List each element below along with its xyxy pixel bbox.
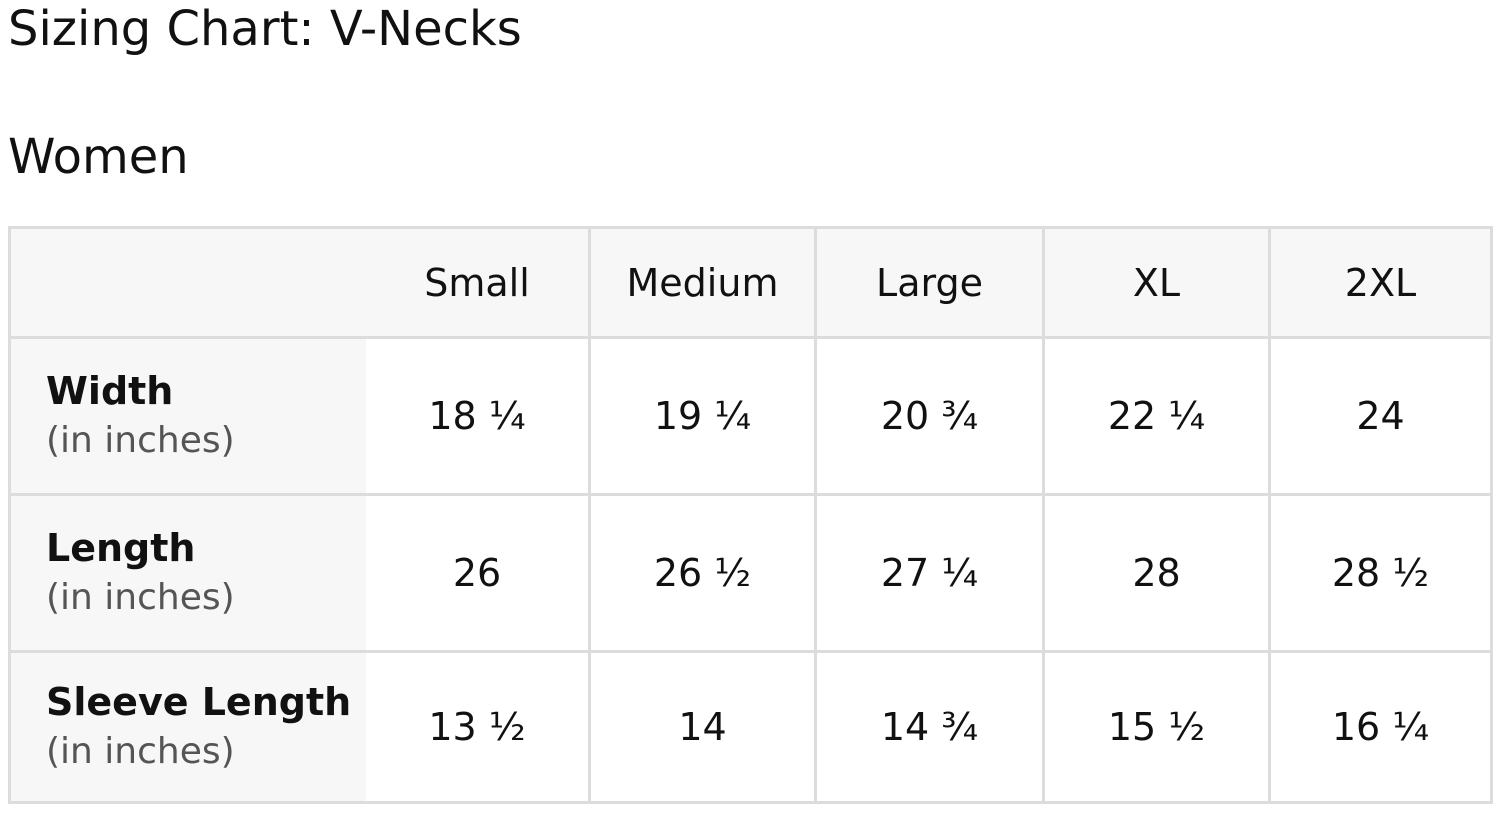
page-title: Sizing Chart: V-Necks xyxy=(8,1,522,57)
value-width-xl: 22 ¼ xyxy=(1042,336,1271,496)
value-width-medium: 19 ¼ xyxy=(588,336,817,496)
row-unit-width: (in inches) xyxy=(46,420,235,461)
value-length-large: 27 ¼ xyxy=(814,493,1045,653)
value-sleeve-length-small: 13 ½ xyxy=(366,653,588,801)
row-cell-length: Length (in inches) 26 xyxy=(8,493,591,653)
row-label-sleeve-length: Sleeve Length xyxy=(46,680,352,724)
column-header-xl: XL xyxy=(1042,226,1271,339)
value-length-small: 26 xyxy=(366,496,588,650)
value-sleeve-length-xl: 15 ½ xyxy=(1042,650,1271,804)
row-label-width: Width xyxy=(46,369,174,413)
row-unit-sleeve-length: (in inches) xyxy=(46,731,235,772)
row-cell-sleeve-length: Sleeve Length (in inches) 13 ½ xyxy=(8,650,591,804)
value-width-large: 20 ¾ xyxy=(814,336,1045,496)
value-sleeve-length-2xl: 16 ¼ xyxy=(1268,650,1493,804)
table-row: Width (in inches) 18 ¼ 19 ¼ 20 ¾ 22 ¼ 24 xyxy=(8,336,1500,496)
value-length-medium: 26 ½ xyxy=(588,493,817,653)
value-length-xl: 28 xyxy=(1042,493,1271,653)
row-unit-length: (in inches) xyxy=(46,577,235,618)
row-label-length: Length xyxy=(46,526,196,570)
column-header-large: Large xyxy=(814,226,1045,339)
table-row: Length (in inches) 26 26 ½ 27 ¼ 28 28 ½ xyxy=(8,493,1500,653)
value-width-2xl: 24 xyxy=(1268,336,1493,496)
column-header-2xl: 2XL xyxy=(1268,226,1493,339)
value-width-small: 18 ¼ xyxy=(366,339,588,493)
value-sleeve-length-large: 14 ¾ xyxy=(814,650,1045,804)
value-length-2xl: 28 ½ xyxy=(1268,493,1493,653)
table-header-first: Small xyxy=(8,226,591,339)
table-header-row: Small Medium Large XL 2XL xyxy=(8,226,1500,339)
section-subtitle: Women xyxy=(8,129,189,185)
row-cell-width: Width (in inches) 18 ¼ xyxy=(8,336,591,496)
column-header-medium: Medium xyxy=(588,226,817,339)
column-header-small: Small xyxy=(366,229,588,336)
sizing-table: Small Medium Large XL 2XL Width (in inch… xyxy=(8,226,1500,804)
value-sleeve-length-medium: 14 xyxy=(588,650,817,804)
table-row: Sleeve Length (in inches) 13 ½ 14 14 ¾ 1… xyxy=(8,650,1500,804)
